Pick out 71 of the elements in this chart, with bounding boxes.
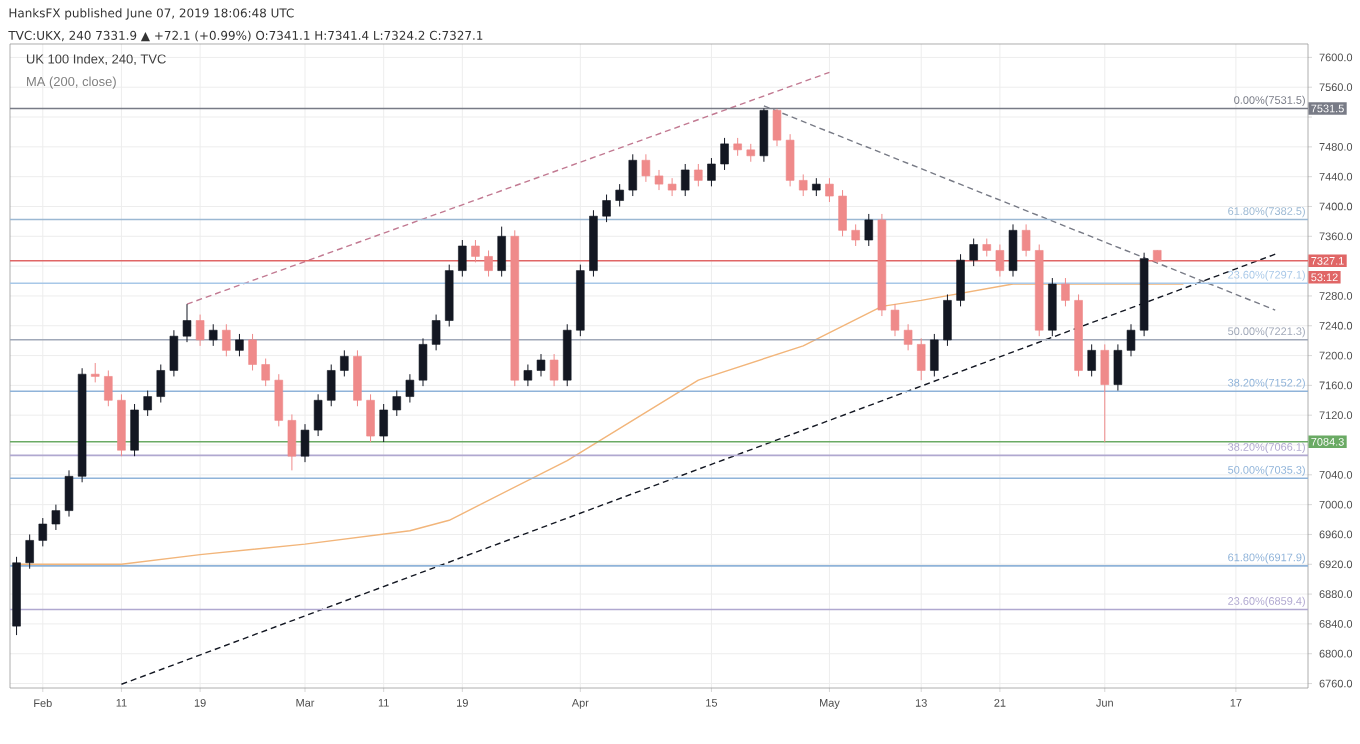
candlestick: [261, 358, 270, 387]
candlestick: [156, 364, 166, 404]
candlestick: [864, 213, 874, 247]
candlestick: [956, 253, 965, 307]
candlestick: [785, 133, 795, 187]
candlestick: [195, 314, 205, 347]
candlestick: [720, 137, 729, 171]
candlestick: [1021, 223, 1031, 257]
candlestick: [825, 177, 834, 203]
candlestick: [90, 362, 100, 383]
candlestick: [549, 353, 559, 387]
candlestick: [169, 329, 179, 377]
candlestick: [1126, 323, 1136, 357]
candlestick: [222, 323, 231, 357]
candlestick: [51, 504, 61, 531]
candlestick: [903, 323, 913, 351]
candlestick: [1048, 277, 1057, 337]
candlestick: [680, 163, 690, 197]
candlestick: [38, 517, 48, 547]
candlestick: [287, 413, 297, 471]
candlestick: [340, 349, 349, 377]
candlestick: [418, 337, 428, 387]
candlestick: [628, 153, 638, 197]
candlestick: [471, 239, 480, 263]
candlestick: [208, 323, 218, 347]
candlestick: [654, 169, 664, 191]
candlestick: [130, 403, 139, 457]
candlestick: [1087, 343, 1096, 377]
candlestick: [235, 333, 244, 357]
candlestick: [182, 303, 192, 343]
candlestick: [1061, 277, 1070, 307]
candlestick: [143, 390, 152, 417]
candlestick: [300, 423, 310, 463]
candlestick: [995, 244, 1005, 278]
candlestick: [916, 337, 926, 381]
candlestick: [1100, 343, 1110, 443]
candlestick: [536, 353, 546, 377]
candlestick: [379, 403, 388, 443]
candlestick: [64, 469, 74, 518]
candlestick: [25, 533, 34, 570]
candlestick: [392, 390, 402, 417]
candlestick: [405, 373, 415, 404]
candlestick: [602, 194, 611, 223]
candlestick: [851, 223, 860, 247]
candlestick: [838, 189, 847, 237]
candlestick: [930, 333, 939, 377]
candlestick: [694, 163, 703, 187]
candlestick: [313, 393, 323, 437]
candlestick: [1008, 223, 1018, 278]
candlestick: [326, 364, 336, 407]
candlestick: [759, 107, 769, 163]
candlestick: [667, 177, 677, 197]
candlestick: [366, 393, 375, 443]
candlestick: [890, 303, 900, 337]
candlestick: [523, 364, 533, 387]
candlestick: [943, 293, 952, 347]
candlestick: [431, 314, 441, 351]
candlestick: [458, 239, 467, 278]
candlestick: [353, 349, 362, 407]
candlestick: [641, 153, 651, 183]
candlestick: [248, 333, 257, 371]
candlestick: [497, 226, 506, 278]
candlestick: [274, 373, 284, 427]
candlestick: [772, 108, 782, 147]
candlestick: [707, 157, 716, 187]
candlestick: [104, 369, 113, 407]
candlestick: [798, 173, 808, 197]
candlestick: [615, 183, 624, 207]
candlestick: [1113, 343, 1123, 392]
candlestick: [969, 238, 978, 267]
candlestick: [484, 249, 493, 278]
